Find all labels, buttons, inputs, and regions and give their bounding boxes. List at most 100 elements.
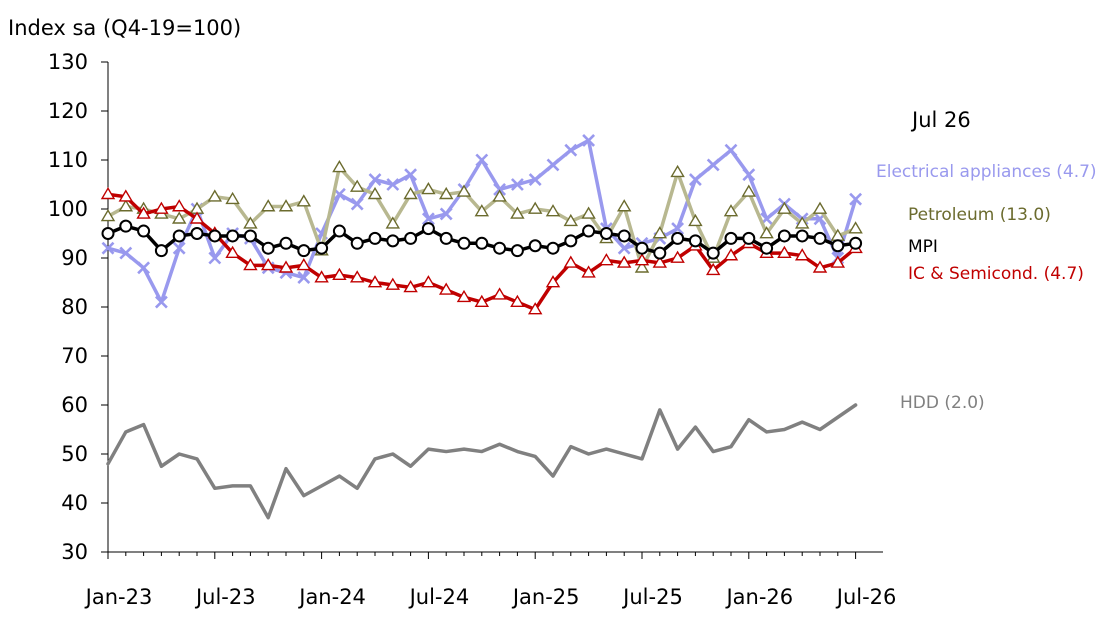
data-point [723,204,739,217]
data-point [812,260,828,273]
data-point [386,234,400,248]
data-point [510,178,524,191]
data-point [564,234,578,248]
data-point [119,219,133,233]
axes: 30 40 50 60 70 80 90 100 110 120 130 Jan-23 Jul-23 Ja… [48,50,897,609]
series-label: IC & Semicond. (4.7) [908,264,1084,284]
data-point [474,204,490,217]
data-point [243,229,257,243]
series-label: MPI [908,237,938,257]
data-point [563,213,579,227]
data-point [777,229,791,243]
data-point [421,275,436,288]
data-point [688,234,702,248]
data-point [137,224,151,238]
data-point [849,192,863,206]
y-tick-label: 40 [61,491,88,515]
data-point [599,227,613,240]
data-point [634,253,650,266]
data-point [582,133,596,147]
data-point [349,270,365,283]
data-point [136,206,151,219]
x-tick-label: Jul-25 [621,585,683,609]
data-point [208,229,222,243]
data-point [760,241,774,255]
data-point [528,173,542,187]
data-point [581,265,596,278]
data-point [795,229,809,243]
data-point [367,186,383,200]
data-point [706,246,720,260]
x-tick-label: Jan-24 [297,585,366,609]
y-tick-label: 100 [48,197,88,221]
x-tick-label: Jan-23 [84,585,153,609]
data-point [154,295,168,309]
data-point [457,236,471,250]
series-line [106,138,858,304]
data-point [368,231,382,245]
data-point [474,294,490,307]
data-point [456,184,472,197]
data-point [492,287,507,300]
x-tick-label: Jan-26 [724,585,793,609]
data-point [652,255,668,268]
data-point [421,182,436,195]
data-point [404,231,418,245]
data-point [742,168,756,182]
data-point [296,257,312,271]
data-point [794,216,810,229]
data-point [688,213,703,227]
y-tick-label: 60 [61,393,88,417]
x-tick-label: Jan-25 [511,585,580,609]
data-point [475,153,489,167]
data-point [403,186,418,200]
data-point [617,241,631,255]
data-point [724,231,738,245]
data-point [582,224,596,238]
data-point [634,260,650,273]
data-point [350,197,364,211]
data-point [510,244,524,258]
data-point [813,231,827,245]
data-point [849,236,863,250]
data-point [652,226,668,239]
series-ic [100,186,863,315]
data-point [260,257,276,271]
data-point [653,246,667,260]
data-point [243,216,258,229]
data-point [172,241,186,255]
data-point [670,164,685,178]
data-point [386,178,400,191]
data-point [367,275,383,288]
data-point [706,158,720,172]
data-point [439,207,453,221]
data-point [137,261,151,275]
y-tick-label: 80 [61,295,88,319]
x-tick-label: Jul-26 [835,585,897,609]
data-point [794,248,810,261]
data-point [207,189,223,202]
data-point [777,201,792,214]
series-label: HDD (2.0) [900,393,985,413]
data-point [527,302,543,315]
data-point [545,204,561,217]
data-point [172,229,186,243]
data-point [456,289,472,303]
data-point [671,231,685,245]
data-point [297,244,311,258]
data-point [243,257,258,271]
data-point [279,236,293,250]
date-annotation: Jul 26 [910,108,971,132]
data-point [225,191,240,205]
data-point [154,201,169,214]
data-point [475,236,489,250]
data-point [492,189,507,202]
data-point [171,211,187,224]
data-point [368,173,382,187]
series-mpi [101,219,863,260]
data-point [723,248,739,261]
y-tick-label: 130 [48,50,88,74]
data-point [404,168,418,182]
series-labels: Electrical appliances (4.7) Petroleum (13… [876,162,1097,413]
